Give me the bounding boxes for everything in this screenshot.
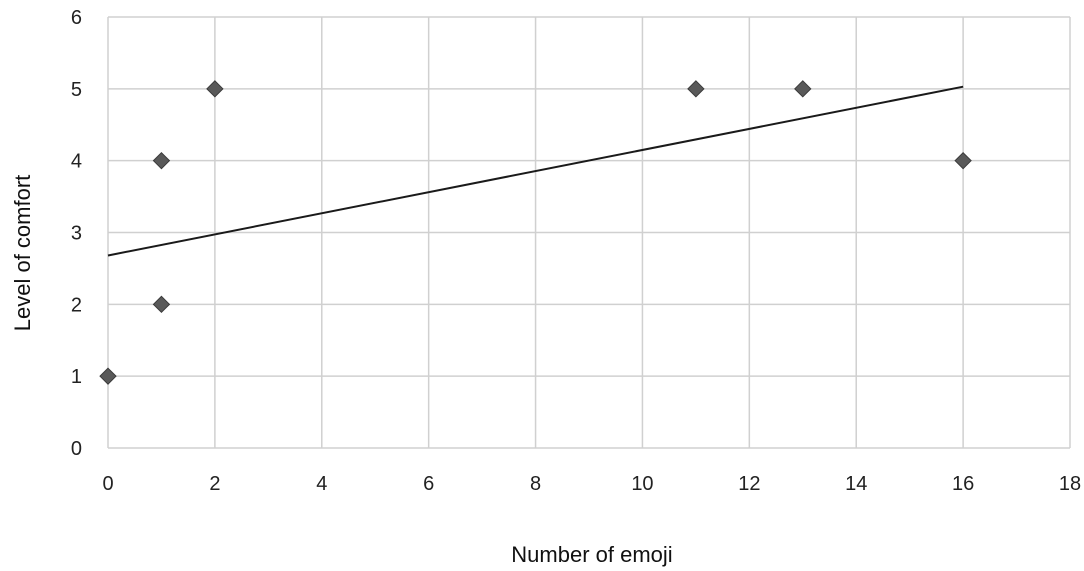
x-tick-label: 16 [952, 473, 974, 495]
data-point [152, 151, 171, 170]
x-axis-title: Number of emoji [511, 542, 672, 567]
x-tick-label: 8 [530, 473, 541, 495]
x-tick-label: 12 [738, 473, 760, 495]
gridlines [107, 16, 1071, 449]
trendline-layer [107, 85, 964, 257]
y-tick-label: 3 [71, 223, 82, 245]
data-point [794, 80, 812, 98]
x-tick-label: 2 [209, 473, 220, 495]
y-tick-labels: 0 1 2 3 4 5 6 [71, 7, 82, 460]
trendline [107, 85, 964, 257]
y-tick-label: 4 [71, 151, 82, 173]
y-tick-label: 2 [71, 294, 82, 316]
x-tick-label: 10 [631, 473, 653, 495]
x-tick-labels: 0 2 4 6 8 10 12 14 16 18 [102, 473, 1081, 495]
data-points [99, 80, 972, 385]
y-tick-label: 0 [71, 438, 82, 460]
data-point [152, 295, 171, 314]
y-tick-label: 5 [71, 79, 82, 101]
x-tick-label: 0 [102, 473, 113, 495]
data-point [206, 80, 224, 98]
x-tick-label: 18 [1059, 473, 1081, 495]
y-axis-title: Level of comfort [10, 175, 35, 332]
x-tick-label: 4 [316, 473, 327, 495]
data-point [954, 151, 972, 170]
y-tick-label: 1 [71, 366, 82, 388]
y-tick-label: 6 [71, 7, 82, 29]
data-point [687, 80, 705, 98]
x-tick-label: 14 [845, 473, 867, 495]
data-point [99, 367, 117, 385]
x-tick-label: 6 [423, 473, 434, 495]
